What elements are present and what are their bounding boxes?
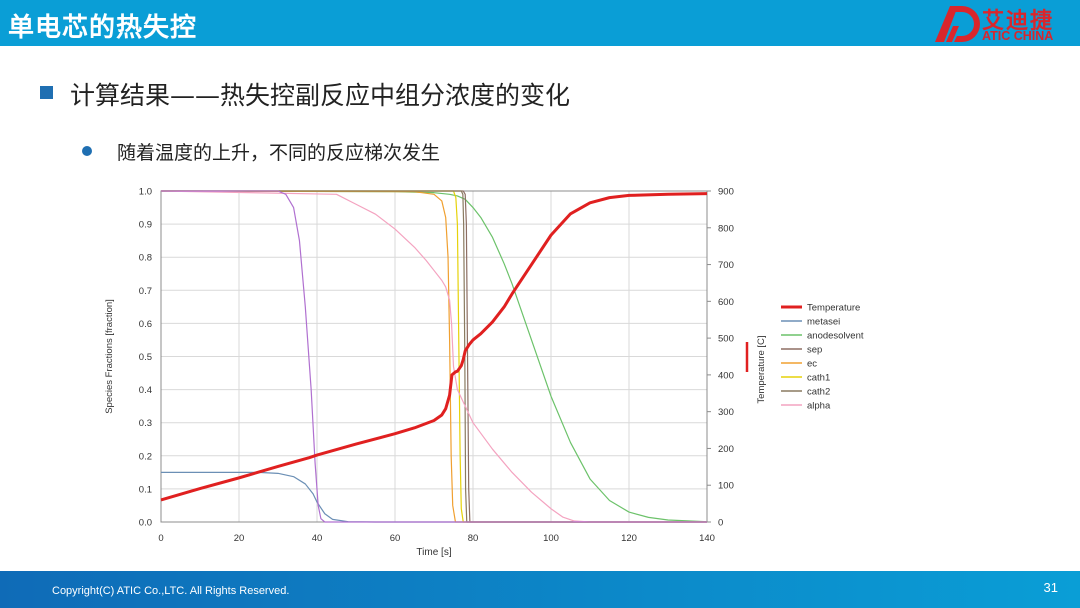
- footer-bar: Copyright(C) ATIC Co.,LTC. All Rights Re…: [0, 571, 1080, 608]
- y-left-tick-label: 0.2: [139, 451, 152, 462]
- legend-label: Temperature: [807, 303, 860, 314]
- legend-label: ec: [807, 359, 817, 370]
- y-right-axis-label: Temperature [C]: [756, 335, 767, 403]
- x-tick-label: 120: [621, 533, 637, 544]
- y-left-tick-label: 0.4: [139, 385, 152, 396]
- y-right-tick-label: 100: [718, 481, 734, 492]
- legend-label: anodesolvent: [807, 331, 864, 342]
- legend-label: cath1: [807, 373, 830, 384]
- legend-label: metasei: [807, 317, 840, 328]
- series-line-unlabeled: [161, 190, 707, 523]
- y-right-tick-label: 200: [718, 444, 734, 455]
- x-axis-label: Time [s]: [416, 547, 451, 558]
- series-line-sep: [161, 190, 707, 523]
- y-left-tick-label: 1.0: [139, 187, 152, 198]
- page-number: 31: [1043, 580, 1058, 595]
- y-right-tick-label: 700: [718, 260, 734, 271]
- atic-logo: 艾迪捷 ATIC CHINA: [932, 2, 1074, 46]
- y-right-tick-label: 300: [718, 407, 734, 418]
- y-right-tick-label: 600: [718, 297, 734, 308]
- square-bullet-icon: [40, 86, 53, 99]
- x-tick-label: 100: [543, 533, 559, 544]
- header-bar: 单电芯的热失控 艾迪捷 ATIC CHINA: [0, 0, 1080, 46]
- bullet-text: 随着温度的上升，不同的反应梯次发生: [117, 142, 441, 164]
- section-heading: 计算结果——热失控副反应中组分浓度的变化: [70, 81, 571, 110]
- species-temperature-chart: 0 20 40 60 80 100 120 140 0.0 0.1 0.2 0.3 0.4 0.5 0.6 0…: [104, 187, 864, 559]
- legend-label: alpha: [807, 401, 831, 412]
- chart-axes: 0 20 40 60 80 100 120 140 0.0 0.1 0.2 0.3 0.4 0.5 0.6 0…: [104, 187, 767, 559]
- y-right-tick-label: 0: [718, 518, 723, 529]
- x-tick-label: 0: [158, 533, 163, 544]
- legend-label: sep: [807, 345, 822, 356]
- x-tick-label: 140: [699, 533, 715, 544]
- series-line-cath2: [161, 190, 707, 523]
- logo-text-cn: 艾迪捷: [982, 9, 1055, 34]
- series-line-alpha: [160, 190, 707, 523]
- chart-series: [160, 190, 708, 523]
- legend-label: cath2: [807, 387, 830, 398]
- y-left-tick-label: 0.1: [139, 484, 152, 495]
- series-line-ec: [160, 190, 707, 523]
- x-tick-label: 80: [468, 533, 479, 544]
- slide-title: 单电芯的热失控: [8, 13, 198, 43]
- series-line-anodesolvent: [160, 190, 708, 523]
- series-line-cath1: [161, 190, 707, 523]
- y-left-axis-label: Species Fractions [fraction]: [104, 299, 115, 414]
- atic-logo-icon: [935, 6, 980, 42]
- series-line-metasei: [161, 471, 707, 523]
- y-left-tick-label: 0.5: [139, 352, 152, 363]
- y-right-tick-label: 900: [718, 187, 734, 198]
- y-right-tick-label: 500: [718, 334, 734, 345]
- dot-bullet-icon: [82, 146, 92, 156]
- y-left-tick-label: 0.6: [139, 319, 152, 330]
- copyright-text: Copyright(C) ATIC Co.,LTC. All Rights Re…: [52, 585, 290, 597]
- x-tick-label: 20: [234, 533, 245, 544]
- y-left-tick-label: 0.3: [139, 418, 152, 429]
- logo-text-en: ATIC CHINA: [982, 29, 1054, 43]
- x-tick-label: 60: [390, 533, 401, 544]
- y-left-tick-label: 0.0: [139, 518, 152, 529]
- y-right-tick-label: 400: [718, 370, 734, 381]
- y-left-tick-label: 0.9: [139, 220, 152, 231]
- y-left-tick-label: 0.7: [139, 286, 152, 297]
- x-tick-label: 40: [312, 533, 323, 544]
- chart-legend: Temperature metasei anodesolvent sep ec cath1…: [781, 303, 864, 412]
- y-left-tick-label: 0.8: [139, 253, 152, 264]
- series-line-temperature: [160, 192, 708, 502]
- y-right-tick-label: 800: [718, 223, 734, 234]
